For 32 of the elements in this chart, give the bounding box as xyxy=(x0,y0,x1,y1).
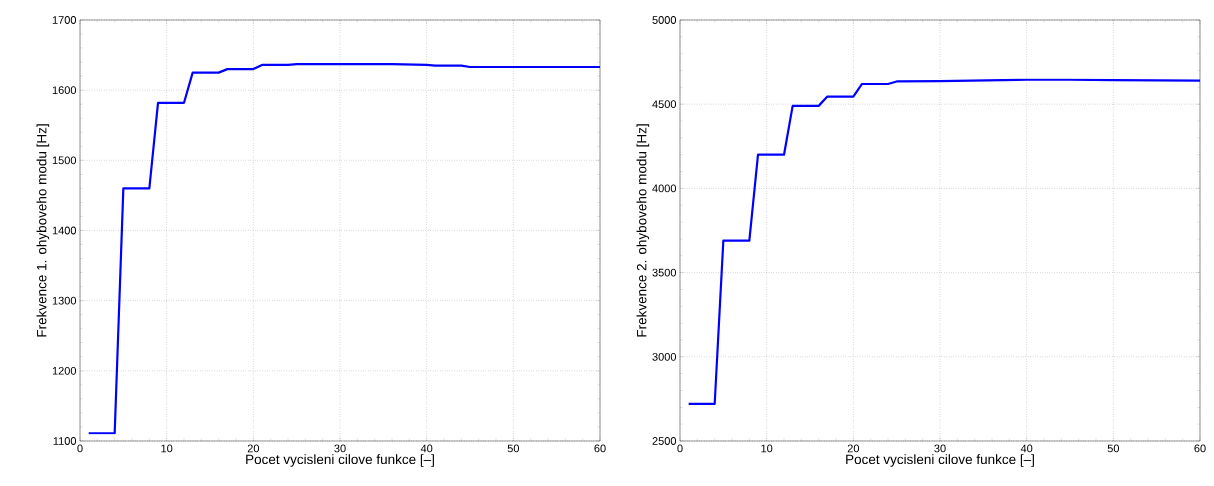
y-tick-label: 5000 xyxy=(652,16,677,24)
x-tick-label: 20 xyxy=(847,444,860,453)
x-tick-label: 60 xyxy=(594,444,606,453)
y-tick-label: 3000 xyxy=(652,352,677,361)
x-tick-label: 30 xyxy=(934,444,946,453)
x-tick-label: 60 xyxy=(1194,444,1206,453)
x-tick-label: 10 xyxy=(161,444,173,453)
y-tick-label: 1400 xyxy=(52,226,77,235)
x-tick-label: 30 xyxy=(334,444,346,453)
x-tick-label: 10 xyxy=(761,444,773,453)
y-tick-label: 1200 xyxy=(52,366,77,375)
y-tick-label: 4000 xyxy=(652,184,677,193)
y-tick-label: 4500 xyxy=(652,100,677,109)
y-tick-label: 1300 xyxy=(52,296,77,305)
y-tick-label: 1700 xyxy=(52,16,77,24)
x-tick-label: 40 xyxy=(420,444,433,453)
x-tick-label: 50 xyxy=(507,444,520,453)
y-tick-label: 3500 xyxy=(652,268,677,277)
y-axis-title: Frekvence 1. ohyboveho modu [Hz] xyxy=(36,124,50,337)
line-series xyxy=(687,78,1200,406)
y-axis-title: Frekvence 2. ohyboveho modu [Hz] xyxy=(636,124,650,337)
x-tick-label: 50 xyxy=(1107,444,1120,453)
y-tick-label: 1500 xyxy=(52,156,77,165)
x-tick-label: 0 xyxy=(677,444,683,453)
y-tick-label: 1100 xyxy=(53,437,77,445)
x-tick-label: 0 xyxy=(77,444,83,453)
x-tick-label: 40 xyxy=(1020,444,1033,453)
y-tick-label: 2500 xyxy=(652,437,677,445)
x-axis-title: Pocet vycisleni cilove funkce [–] xyxy=(246,454,434,467)
x-axis-title: Pocet vycisleni cilove funkce [–] xyxy=(846,454,1034,467)
y-tick-label: 1600 xyxy=(52,86,77,95)
x-tick-label: 20 xyxy=(247,444,260,453)
